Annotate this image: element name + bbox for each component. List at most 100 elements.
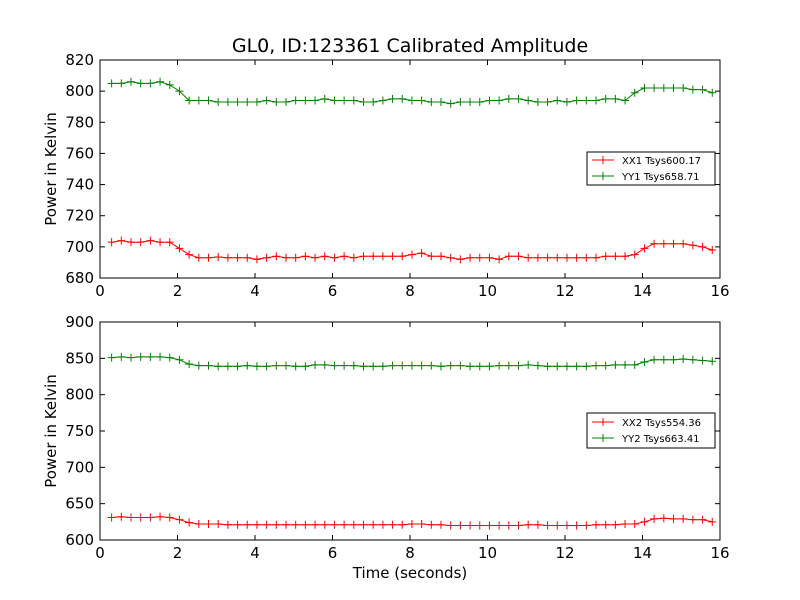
data-point-marker: [640, 517, 649, 526]
data-point-marker: [562, 521, 571, 530]
data-point-marker: [572, 96, 581, 105]
legend-top: XX1 Tsys600.17 YY1 Tsys658.71: [586, 151, 716, 186]
data-point-marker: [194, 361, 203, 370]
data-point-marker: [698, 515, 707, 524]
data-point-marker: [156, 352, 165, 361]
data-point-marker: [340, 252, 349, 261]
data-point-marker: [562, 98, 571, 107]
data-point-marker: [185, 360, 194, 369]
data-point-marker: [252, 520, 261, 529]
data-point-marker: [407, 520, 416, 529]
data-point-marker: [204, 361, 213, 370]
data-point-marker: [398, 94, 407, 103]
data-point-marker: [117, 79, 126, 88]
data-point-marker: [543, 362, 552, 371]
x-tick-label: 14: [633, 282, 652, 300]
data-point-marker: [223, 362, 232, 371]
data-point-marker: [398, 361, 407, 370]
data-point-marker: [659, 239, 668, 248]
data-point-marker: [175, 244, 184, 253]
data-point-marker: [601, 252, 610, 261]
data-point-marker: [156, 238, 165, 247]
data-point-marker: [504, 521, 513, 530]
data-point-marker: [136, 79, 145, 88]
data-point-marker: [301, 252, 310, 261]
y-tick-label: 800: [65, 386, 94, 404]
data-point-marker: [630, 520, 639, 529]
data-point-marker: [272, 98, 281, 107]
data-point-marker: [640, 244, 649, 253]
figure-title: GL0, ID:123361 Calibrated Amplitude: [232, 35, 588, 57]
data-point-marker: [456, 98, 465, 107]
x-tick-label: 10: [478, 282, 497, 300]
data-point-marker: [262, 520, 271, 529]
data-point-marker: [107, 79, 116, 88]
data-point-marker: [156, 77, 165, 86]
data-point-marker: [272, 361, 281, 370]
data-point-marker: [127, 353, 135, 362]
data-point-marker: [185, 518, 194, 527]
data-point-marker: [262, 253, 271, 262]
legend-label-xx2: XX2 Tsys554.36: [622, 418, 701, 429]
data-point-marker: [524, 520, 533, 529]
data-point-marker: [611, 94, 620, 103]
data-point-marker: [659, 514, 668, 523]
data-point-marker: [185, 96, 194, 105]
y-tick-label: 750: [65, 422, 94, 440]
data-point-marker: [301, 520, 310, 529]
data-point-marker: [165, 513, 174, 522]
data-point-marker: [582, 521, 591, 530]
data-point-marker: [524, 253, 533, 262]
data-point-marker: [136, 352, 145, 361]
data-point-marker: [630, 360, 639, 369]
data-point-marker: [127, 513, 135, 522]
data-point-marker: [611, 360, 620, 369]
data-point-marker: [311, 96, 320, 105]
data-point-marker: [630, 88, 639, 97]
data-point-marker: [349, 96, 358, 105]
data-point-marker: [417, 520, 426, 529]
data-point-marker: [572, 362, 581, 371]
data-point-marker: [311, 360, 320, 369]
data-point-marker: [456, 521, 465, 530]
data-point-marker: [437, 520, 445, 529]
data-point-marker: [650, 514, 659, 523]
data-point-marker: [194, 253, 203, 262]
x-tick-label: 0: [95, 282, 105, 300]
x-tick-label: 16: [710, 544, 729, 562]
data-point-marker: [233, 98, 242, 107]
data-point-marker: [320, 94, 329, 103]
data-point-marker: [427, 361, 436, 370]
data-point-marker: [466, 98, 475, 107]
data-point-marker: [378, 520, 387, 529]
data-point-marker: [611, 520, 620, 529]
data-point-marker: [533, 253, 542, 262]
data-point-marker: [291, 520, 300, 529]
data-point-marker: [272, 252, 281, 261]
data-point-marker: [524, 96, 533, 105]
data-point-marker: [252, 255, 261, 264]
data-point-marker: [601, 520, 610, 529]
data-point-marker: [698, 242, 707, 251]
data-point-marker: [543, 521, 552, 530]
data-point-marker: [223, 98, 232, 107]
data-point-marker: [659, 355, 668, 364]
data-point-marker: [107, 238, 116, 247]
y-axis-title-top: Power in Kelvin: [42, 112, 60, 226]
data-point-marker: [388, 94, 397, 103]
data-point-marker: [650, 355, 659, 364]
data-point-marker: [417, 249, 426, 258]
data-point-marker: [359, 98, 368, 107]
data-point-marker: [407, 361, 416, 370]
data-point-marker: [533, 361, 542, 370]
data-point-marker: [514, 94, 523, 103]
data-point-marker: [669, 84, 678, 93]
data-point-marker: [640, 84, 649, 93]
data-point-marker: [291, 253, 300, 262]
data-point-marker: [485, 362, 494, 371]
data-point-marker: [495, 96, 504, 105]
data-point-marker: [495, 255, 504, 264]
data-point-marker: [252, 98, 261, 107]
data-point-marker: [524, 360, 533, 369]
data-point-marker: [601, 94, 610, 103]
